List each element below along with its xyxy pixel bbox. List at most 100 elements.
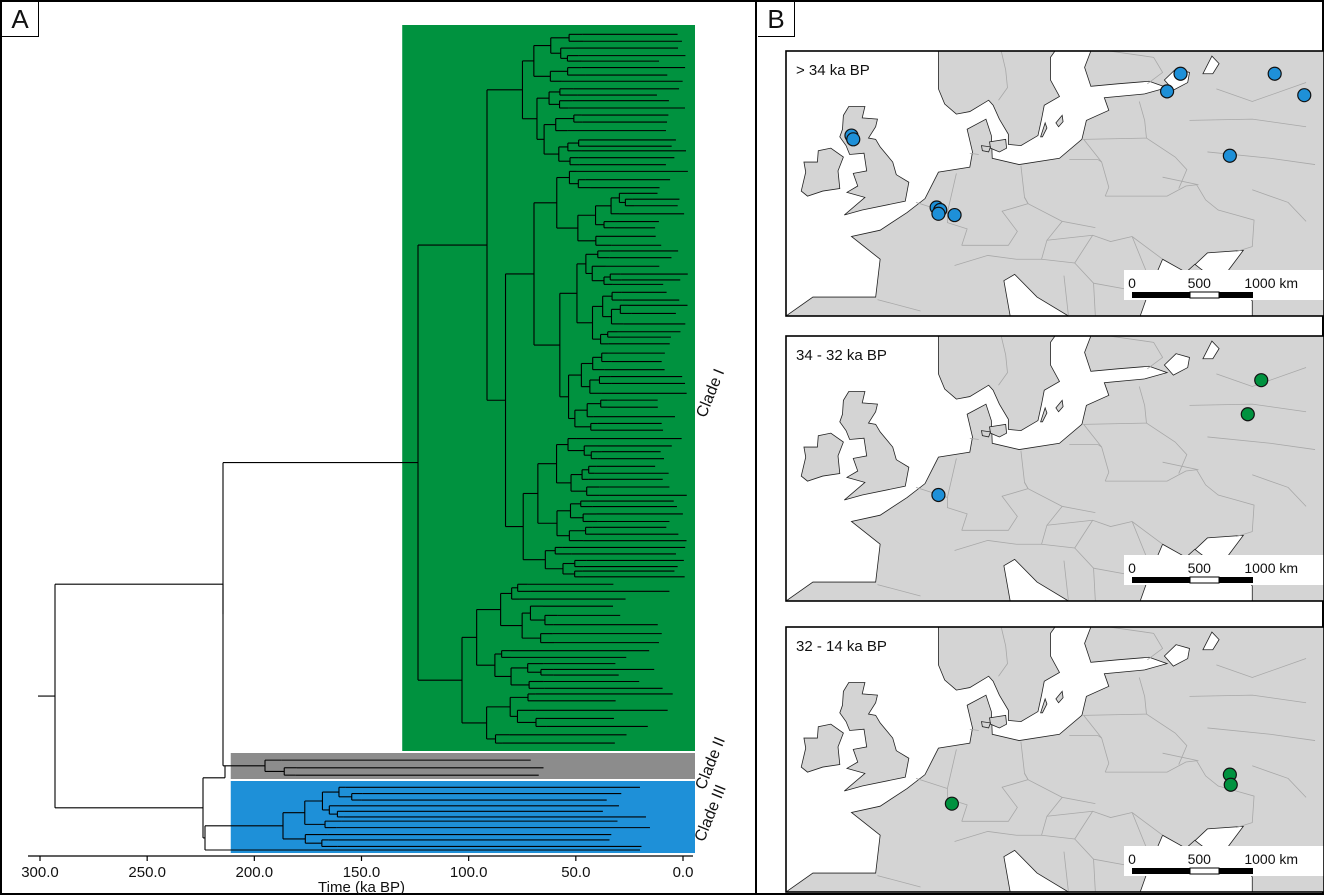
x-tick-label-1: 250.0 [128,864,166,881]
map-panel-1: > 34 ka BP 0 500 1000 km [785,50,1324,317]
scale-bar-black-1 [1132,292,1190,298]
scale-label-2: 1000 km [1244,560,1298,576]
country-border-22 [1189,694,1307,704]
lake-onega [1202,55,1220,75]
scale-bar-white [1189,576,1220,584]
land-oland [1040,697,1048,714]
scale-bar-black-2 [1219,868,1253,874]
scale-label-1: 500 [1188,560,1212,576]
country-border-6 [1024,197,1063,222]
country-border-2 [947,173,957,213]
country-border-12 [1131,236,1163,260]
country-border-23 [1216,658,1307,678]
country-border-12 [1131,812,1163,836]
x-axis-title: Time (ka BP) [318,879,405,895]
site-marker-5 [931,206,946,221]
country-border-0 [877,299,921,312]
country-border-0 [877,584,921,597]
country-border-25 [1162,752,1199,762]
site-marker-3 [1254,373,1269,388]
country-border-15 [1082,101,1147,163]
lake-ladoga [1163,644,1190,667]
x-tick-label-6: 0.0 [673,864,694,881]
country-border-15 [1082,386,1147,448]
country-border-0 [877,875,921,888]
map-frame [785,50,1324,317]
country-border-8 [1074,235,1096,316]
country-border-22 [1189,403,1307,413]
scale-label-2: 1000 km [1244,275,1298,291]
lake-onega [1202,340,1220,360]
country-border-3 [969,152,979,155]
country-border-21 [1207,436,1316,450]
clade-label-2: Clade II [693,735,729,792]
x-tick-label-0: 300.0 [21,864,59,881]
scale-label-1: 500 [1188,275,1212,291]
site-marker-8 [1173,66,1188,81]
site-marker-11 [1297,88,1312,103]
scale-bar-white [1189,291,1220,299]
map-panel-3: 32 - 14 ka BP 0 500 1000 km [785,626,1324,893]
country-border-8 [1074,520,1096,601]
country-border-2 [947,749,957,789]
country-border-7 [1046,234,1133,242]
lake-onega [1202,631,1220,651]
scale-bar-black-1 [1132,577,1190,583]
clade-label-1: Clade I [693,367,728,420]
x-tick-label-5: 50.0 [561,864,590,881]
land-oland [1040,121,1048,138]
scale-bar-black-2 [1219,292,1253,298]
country-border-10 [1063,560,1069,601]
site-marker-2 [1240,407,1255,422]
land-britain [839,391,910,501]
country-border-20 [1108,336,1164,370]
land-scandinavia [938,627,1061,723]
land-oland [1040,406,1048,423]
country-border-9 [1041,258,1075,264]
country-border-7 [1046,519,1133,527]
scale-label-0: 0 [1128,851,1136,867]
x-tick-label-4: 100.0 [450,864,488,881]
map-period-label: 32 - 14 ka BP [796,638,887,655]
country-border-23 [1216,82,1307,102]
country-border-19 [998,51,1008,101]
country-border-14 [1097,159,1110,197]
country-border-15 [1082,677,1147,739]
land-gotland [1055,399,1064,413]
country-border-18 [1146,137,1188,189]
land-ireland [800,723,844,773]
land-funen [980,145,991,153]
country-border-3 [969,728,979,731]
lake-ladoga [1163,353,1190,376]
map-frame [785,626,1324,893]
country-border-3 [969,437,979,440]
country-border-8 [1074,811,1096,892]
country-border-23 [1216,367,1307,387]
country-border-17 [1105,760,1255,829]
land-gotland [1055,690,1064,704]
land-funen [980,721,991,729]
panel-b-letter: B [758,2,795,37]
scale-bar-white [1189,867,1220,875]
land-gotland [1055,114,1064,128]
country-border-6 [1024,773,1063,798]
land-funen [980,430,991,438]
country-border-7 [1046,810,1133,818]
scale-label-2: 1000 km [1244,851,1298,867]
site-marker-2 [846,132,861,147]
site-marker-3 [1223,777,1238,792]
scale-bar-black-2 [1219,577,1253,583]
country-border-21 [1207,727,1316,741]
country-border-18 [1146,713,1188,765]
land-scandinavia [938,51,1061,147]
country-border-10 [1063,851,1069,892]
land-ireland [800,432,844,482]
panel-a-letter: A [2,2,39,37]
country-border-24 [1252,189,1307,222]
site-marker-7 [1159,84,1175,99]
land-britain [839,682,910,792]
x-tick-label-2: 200.0 [236,864,274,881]
clade-label-3: Clade III [692,783,730,845]
scale-label-0: 0 [1128,560,1136,576]
